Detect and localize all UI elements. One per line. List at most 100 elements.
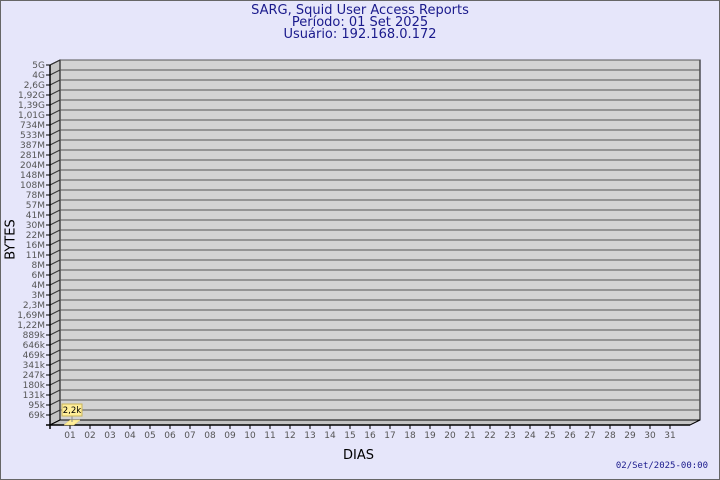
y-tick-label: 889k: [23, 331, 46, 341]
y-tick-label: 22M: [26, 231, 45, 241]
x-tick-label: 28: [604, 431, 616, 441]
y-tick-label: 57M: [26, 201, 45, 211]
y-tick-label: 5G: [32, 61, 45, 71]
x-tick-label: 21: [464, 431, 475, 441]
x-tick-label: 23: [504, 431, 515, 441]
y-tick-label: 95k: [28, 401, 45, 411]
gridline-left: [49, 159, 61, 166]
x-tick-label: 13: [304, 431, 315, 441]
y-tick-label: 2,3M: [23, 301, 45, 311]
data-label: 2,2k: [63, 406, 82, 416]
y-tick-label: 4M: [32, 281, 46, 291]
y-tick-label: 69k: [28, 411, 45, 421]
y-tick-label: 1,22M: [17, 321, 45, 331]
y-tick-label: 734M: [20, 121, 45, 131]
x-tick-label: 18: [404, 431, 416, 441]
gridline-left: [49, 69, 61, 76]
gridline-left: [49, 169, 61, 176]
x-tick-label: 27: [584, 431, 595, 441]
y-tick-label: 131k: [23, 391, 46, 401]
y-tick-label: 2,6G: [24, 81, 45, 91]
user-label: Usuário: 192.168.0.172: [283, 27, 437, 42]
y-tick-label: 6M: [32, 271, 46, 281]
x-tick-label: 08: [204, 431, 216, 441]
gridline-left: [49, 189, 61, 196]
x-tick-label: 05: [144, 431, 155, 441]
y-tick-label: 1,39G: [18, 101, 45, 111]
gridline-left: [49, 409, 61, 416]
x-tick-label: 10: [244, 431, 256, 441]
gridline-left: [49, 369, 61, 376]
gridline-left: [49, 339, 61, 346]
y-tick-label: 8M: [32, 261, 46, 271]
y-tick-label: 1,92G: [18, 91, 45, 101]
gridline-left: [49, 329, 61, 336]
x-tick-label: 30: [644, 431, 656, 441]
x-tick-label: 17: [384, 431, 395, 441]
x-tick-label: 09: [224, 431, 236, 441]
y-tick-label: 387M: [20, 141, 45, 151]
x-tick-label: 04: [124, 431, 136, 441]
y-tick-label: 3M: [32, 291, 46, 301]
gridline-left: [49, 269, 61, 276]
x-tick-label: 06: [164, 431, 176, 441]
y-tick-label: 646k: [23, 341, 46, 351]
gridline-left: [49, 259, 61, 266]
x-tick-label: 24: [524, 431, 536, 441]
x-tick-label: 16: [364, 431, 376, 441]
y-tick-label: 16M: [26, 241, 45, 251]
gridline-left: [49, 299, 61, 306]
x-tick-label: 31: [664, 431, 675, 441]
gridline-left: [49, 229, 61, 236]
x-tick-label: 26: [564, 431, 576, 441]
x-tick-label: 02: [84, 431, 95, 441]
y-tick-label: 148M: [20, 171, 45, 181]
gridline-left: [49, 289, 61, 296]
gridline-left: [49, 279, 61, 286]
gridline-left: [49, 129, 61, 136]
gridline-left: [49, 99, 61, 106]
x-tick-label: 20: [444, 431, 456, 441]
gridline-left: [49, 59, 61, 66]
y-tick-label: 1,01G: [18, 111, 45, 121]
y-tick-label: 30M: [26, 221, 45, 231]
x-tick-label: 12: [284, 431, 295, 441]
x-tick-label: 25: [544, 431, 555, 441]
gridline-left: [49, 349, 61, 356]
y-tick-label: 247k: [23, 371, 46, 381]
bar-day-01: [63, 419, 81, 426]
gridline-left: [49, 179, 61, 186]
y-tick-label: 1,69M: [17, 311, 45, 321]
data-label-box: [61, 403, 83, 417]
y-tick-label: 341k: [23, 361, 46, 371]
y-tick-label: 281M: [20, 151, 45, 161]
period-label: Período: 01 Set 2025: [291, 15, 429, 30]
y-tick-label: 469k: [23, 351, 46, 361]
gridline-left: [49, 359, 61, 366]
x-axis-title: DIAS: [343, 448, 374, 463]
x-tick-label: 29: [624, 431, 636, 441]
x-tick-label: 03: [104, 431, 115, 441]
x-tick-label: 22: [484, 431, 495, 441]
x-tick-label: 07: [184, 431, 195, 441]
y-tick-label: 11M: [26, 251, 45, 261]
gridline-left: [49, 399, 61, 406]
x-tick-label: 01: [64, 431, 75, 441]
y-axis-title: BYTES: [3, 219, 19, 260]
gridline-left: [49, 239, 61, 246]
generated-timestamp: 02/Set/2025-00:00: [615, 461, 708, 471]
gridline-left: [49, 199, 61, 206]
y-tick-label: 204M: [20, 161, 45, 171]
y-tick-label: 4G: [32, 71, 45, 81]
x-tick-label: 15: [344, 431, 355, 441]
x-tick-label: 19: [424, 431, 436, 441]
gridline-left: [49, 109, 61, 116]
gridline-left: [49, 249, 61, 256]
gridline-left: [49, 209, 61, 216]
gridline-left: [49, 89, 61, 96]
y-tick-label: 180k: [23, 381, 46, 391]
y-tick-label: 41M: [26, 211, 45, 221]
gridline-left: [49, 389, 61, 396]
gridline-left: [49, 139, 61, 146]
